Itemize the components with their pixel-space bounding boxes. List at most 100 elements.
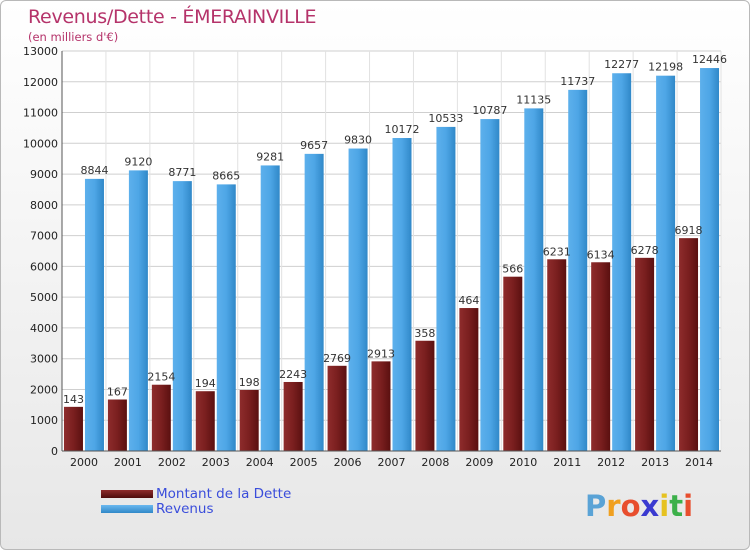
- bar-dette: [679, 238, 699, 451]
- data-label-dette: 2243: [279, 368, 307, 381]
- data-label-dette: 6231: [543, 245, 571, 258]
- data-label-revenus: 8844: [80, 164, 108, 177]
- data-label-dette: 194: [195, 377, 216, 390]
- data-label-revenus: 10533: [428, 112, 463, 125]
- data-label-dette: 143: [63, 393, 84, 406]
- y-tick-label: 2000: [30, 383, 58, 396]
- logo-letter: r: [606, 489, 621, 523]
- data-label-revenus: 9281: [256, 150, 284, 163]
- bar-revenus: [480, 119, 500, 451]
- x-tick-label: 2008: [421, 456, 449, 469]
- bar-revenus: [172, 181, 192, 451]
- data-label-dette: 167: [107, 385, 128, 398]
- legend-label-debt: Montant de la Dette: [156, 486, 292, 502]
- logo-letter: i: [683, 489, 694, 523]
- bar-revenus: [700, 68, 720, 452]
- data-label-revenus: 8771: [168, 166, 196, 179]
- data-label-dette: 358: [414, 327, 435, 340]
- y-tick-label: 5000: [30, 291, 58, 304]
- bar-dette: [459, 308, 479, 451]
- data-label-revenus: 9657: [300, 139, 328, 152]
- bar-revenus: [524, 108, 544, 451]
- data-label-revenus: 11737: [560, 75, 595, 88]
- bar-dette: [239, 389, 259, 451]
- logo-letter: i: [659, 489, 670, 523]
- y-tick-label: 11000: [23, 107, 58, 120]
- x-tick-label: 2010: [509, 456, 537, 469]
- x-tick-label: 2003: [202, 456, 230, 469]
- proxiti-logo: Proxiti: [585, 489, 693, 523]
- data-label-dette: 566: [502, 263, 523, 276]
- data-label-revenus: 9830: [344, 134, 372, 147]
- bar-revenus: [260, 165, 280, 451]
- y-tick-label: 4000: [30, 322, 58, 335]
- y-tick-label: 13000: [23, 45, 58, 58]
- data-label-dette: 198: [239, 376, 260, 389]
- y-tick-label: 1000: [30, 414, 58, 427]
- data-label-revenus: 9120: [124, 155, 152, 168]
- data-label-dette: 6918: [675, 224, 703, 237]
- bar-dette: [591, 262, 611, 451]
- bar-dette: [503, 276, 523, 451]
- logo-letter: P: [585, 489, 607, 523]
- x-tick-label: 2002: [158, 456, 186, 469]
- data-label-revenus: 12277: [604, 58, 639, 71]
- bar-dette: [107, 399, 127, 451]
- x-tick-label: 2001: [114, 456, 142, 469]
- bar-revenus: [128, 170, 148, 451]
- bar-revenus: [656, 75, 676, 451]
- bar-revenus: [84, 178, 104, 451]
- data-label-revenus: 12446: [692, 53, 727, 66]
- x-tick-label: 2004: [246, 456, 274, 469]
- x-tick-label: 2012: [597, 456, 625, 469]
- x-tick-label: 2000: [70, 456, 98, 469]
- y-tick-label: 6000: [30, 260, 58, 273]
- legend-label-revenus: Revenus: [156, 501, 214, 517]
- data-label-dette: 6278: [631, 244, 659, 257]
- logo-letter: x: [640, 489, 660, 523]
- data-label-revenus: 8665: [212, 169, 240, 182]
- bar-revenus: [612, 73, 632, 451]
- data-label-revenus: 12198: [648, 61, 683, 74]
- data-label-dette: 2154: [147, 371, 175, 384]
- y-tick-label: 9000: [30, 168, 58, 181]
- x-tick-label: 2007: [378, 456, 406, 469]
- bar-dette: [415, 340, 435, 451]
- bar-revenus: [392, 138, 412, 451]
- x-tick-label: 2011: [553, 456, 581, 469]
- data-label-revenus: 11135: [516, 93, 551, 106]
- bar-dette: [371, 361, 391, 451]
- bar-dette: [327, 365, 347, 451]
- logo-letter: t: [669, 489, 684, 523]
- legend-swatch-revenus: [101, 505, 153, 513]
- y-tick-label: 10000: [23, 137, 58, 150]
- bar-dette: [63, 406, 83, 451]
- data-label-dette: 464: [458, 294, 479, 307]
- legend-swatch-debt: [101, 490, 153, 498]
- logo-letter: o: [620, 489, 641, 523]
- y-tick-label: 3000: [30, 353, 58, 366]
- y-tick-label: 8000: [30, 199, 58, 212]
- x-tick-label: 2005: [290, 456, 318, 469]
- plot-area: [62, 51, 721, 451]
- bar-revenus: [568, 89, 588, 451]
- bar-dette: [635, 257, 655, 451]
- chart-subtitle: (en milliers d'€): [28, 30, 119, 44]
- x-tick-label: 2009: [465, 456, 493, 469]
- data-label-dette: 2913: [367, 347, 395, 360]
- data-label-revenus: 10787: [472, 104, 507, 117]
- data-label-dette: 6134: [587, 248, 615, 261]
- bar-revenus: [216, 184, 236, 451]
- bar-revenus: [348, 148, 368, 452]
- data-label-dette: 2769: [323, 352, 351, 365]
- bar-dette: [283, 381, 303, 451]
- bar-dette: [195, 391, 215, 451]
- bar-dette: [151, 384, 171, 451]
- bar-revenus: [436, 126, 456, 452]
- x-tick-label: 2013: [641, 456, 669, 469]
- y-tick-label: 7000: [30, 230, 58, 243]
- bar-dette: [547, 259, 567, 451]
- bar-revenus: [304, 153, 324, 451]
